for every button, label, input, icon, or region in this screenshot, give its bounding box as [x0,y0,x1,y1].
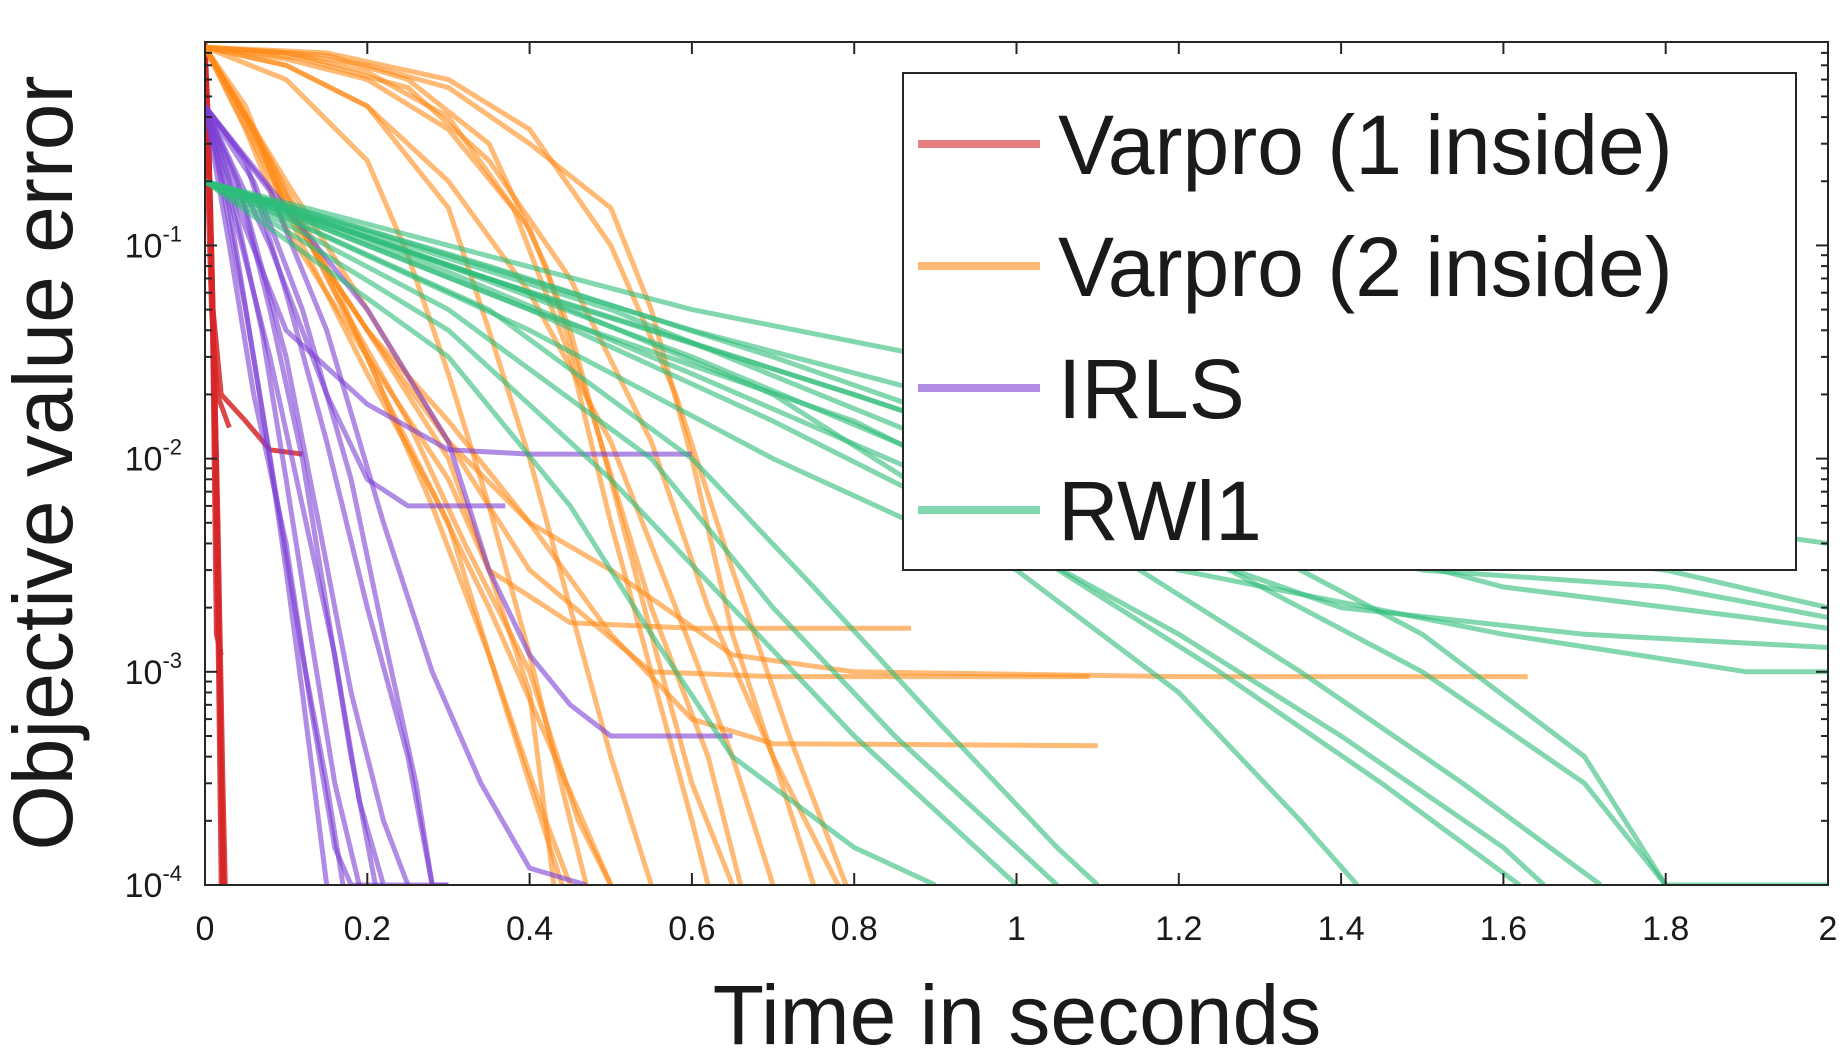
y-tick-label: 10-4 [125,861,182,905]
x-tick-label: 0 [196,910,215,948]
y-tick-label: 10-2 [125,435,182,479]
x-axis: 0 0.2 0.4 0.6 0.8 1 1.2 1.4 1.6 1.8 2 [196,42,1838,948]
x-tick-label: 0.2 [344,910,391,948]
series-line [205,179,1019,885]
x-tick-label: 1.6 [1480,910,1527,948]
legend-label: RWl1 [1058,464,1262,558]
series-line [205,105,449,885]
series-line [205,46,614,885]
x-axis-title: Time in seconds [713,968,1321,1054]
series-line [205,104,733,739]
series-line [205,44,849,885]
legend-box [902,72,1797,571]
x-tick-label: 1.2 [1155,910,1202,948]
legend: Varpro (1 inside) Varpro (2 inside) IRLS RW… [902,72,1797,571]
legend-label: IRLS [1058,342,1245,436]
y-axis: 10-1 10-2 10-3 10-4 [125,41,1828,905]
series-line [205,105,384,885]
series-line [205,179,937,885]
series-line [205,46,911,631]
legend-label: Varpro (2 inside) [1058,220,1673,314]
x-tick-label: 0.6 [668,910,715,948]
x-tick-label: 2 [1819,910,1838,948]
series-line [205,44,744,885]
legend-label: Varpro (1 inside) [1058,98,1673,192]
x-tick-label: 1 [1007,910,1026,948]
y-axis-title: Objective value error [0,76,90,851]
y-tick-label: 10-3 [125,648,182,692]
series-1 [205,44,1528,885]
x-tick-label: 0.4 [506,910,553,948]
series-line [205,178,1546,885]
x-tick-label: 1.4 [1317,910,1364,948]
x-tick-label: 1.8 [1642,910,1689,948]
y-tick-label: 10-1 [125,221,182,265]
series-line [205,179,1059,885]
x-tick-label: 0.8 [831,910,878,948]
series-line [205,104,435,885]
